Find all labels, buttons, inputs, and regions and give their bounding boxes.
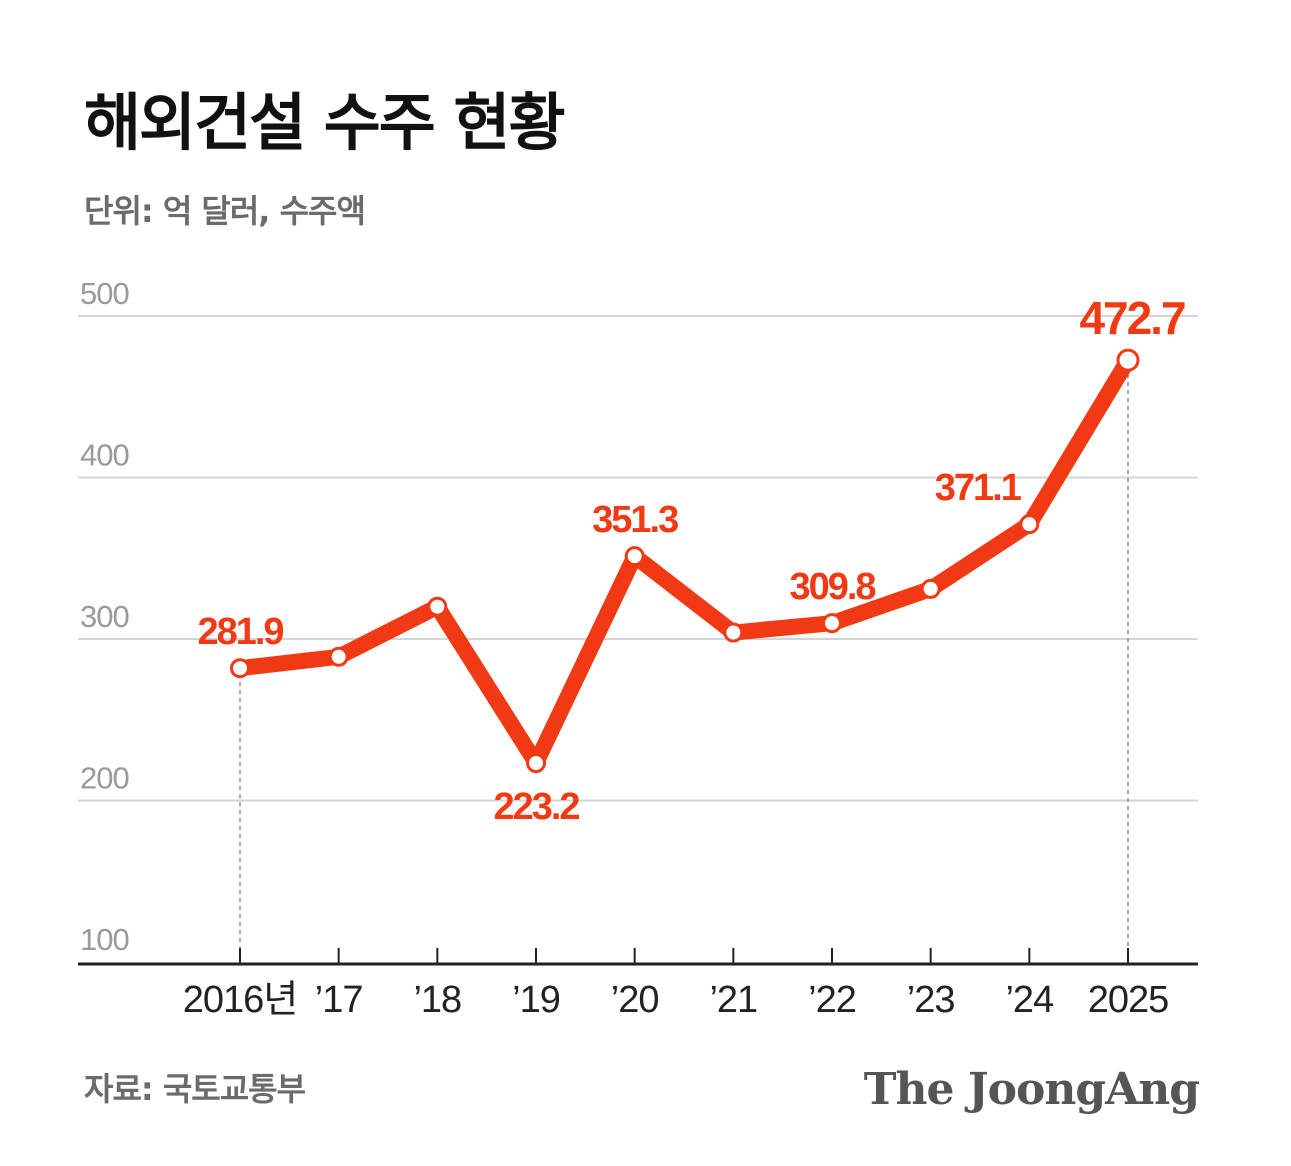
series-line: [232, 352, 1136, 772]
x-axis: [78, 948, 1198, 966]
y-tick-label: 100: [80, 922, 129, 957]
x-tick-label: ’21: [709, 979, 757, 1021]
chart-subtitle: 단위: 억 달러, 수주액: [84, 192, 366, 230]
brand-logo: The JoongAng: [863, 1064, 1200, 1115]
data-point: [230, 658, 250, 679]
data-label: 281.9: [197, 611, 283, 653]
data-point: [526, 753, 546, 774]
data-labels: 281.9 223.2 351.3 309.8 371.1 472.7: [197, 292, 1187, 828]
data-label: 371.1: [935, 467, 1022, 509]
y-axis-ticks: 100 200 300 400 500: [80, 276, 130, 957]
x-tick-label: ’18: [413, 979, 461, 1021]
guide-lines: [239, 374, 1129, 962]
x-tick-label: 2016년: [183, 979, 298, 1021]
x-tick-label: ’17: [315, 979, 363, 1021]
data-point: [920, 578, 941, 599]
x-tick-label: ’23: [907, 979, 955, 1021]
x-tick-label: 2025: [1088, 979, 1169, 1021]
data-point: [1019, 514, 1040, 535]
source-note: 자료: 국토교통부: [84, 1070, 306, 1108]
data-point: [427, 596, 448, 617]
data-label: 351.3: [592, 499, 678, 541]
x-tick-label: ’22: [808, 979, 856, 1021]
x-tick-label: ’24: [1005, 979, 1054, 1021]
data-points: [230, 348, 1140, 774]
data-label: 223.2: [493, 786, 579, 828]
data-point: [723, 622, 744, 643]
data-label: 472.7: [1079, 292, 1185, 344]
series-polyline: [232, 352, 1136, 772]
y-tick-label: 500: [80, 276, 129, 311]
x-tick-label: ’20: [611, 979, 659, 1021]
x-tick-label: ’19: [512, 979, 560, 1021]
data-point: [1116, 348, 1140, 372]
grid-lines: [78, 315, 1198, 802]
data-point: [624, 546, 645, 567]
chart-title: 해외건설 수주 현황: [84, 86, 565, 159]
y-tick-label: 200: [80, 761, 129, 796]
x-axis-ticks: 2016년 ’17 ’18 ’19 ’20 ’21 ’22 ’23 ’24 2025: [183, 979, 1170, 1021]
y-tick-label: 400: [80, 438, 129, 473]
data-point: [328, 646, 349, 667]
data-label: 309.8: [789, 566, 875, 608]
y-tick-label: 300: [80, 599, 129, 634]
data-point: [822, 613, 842, 634]
